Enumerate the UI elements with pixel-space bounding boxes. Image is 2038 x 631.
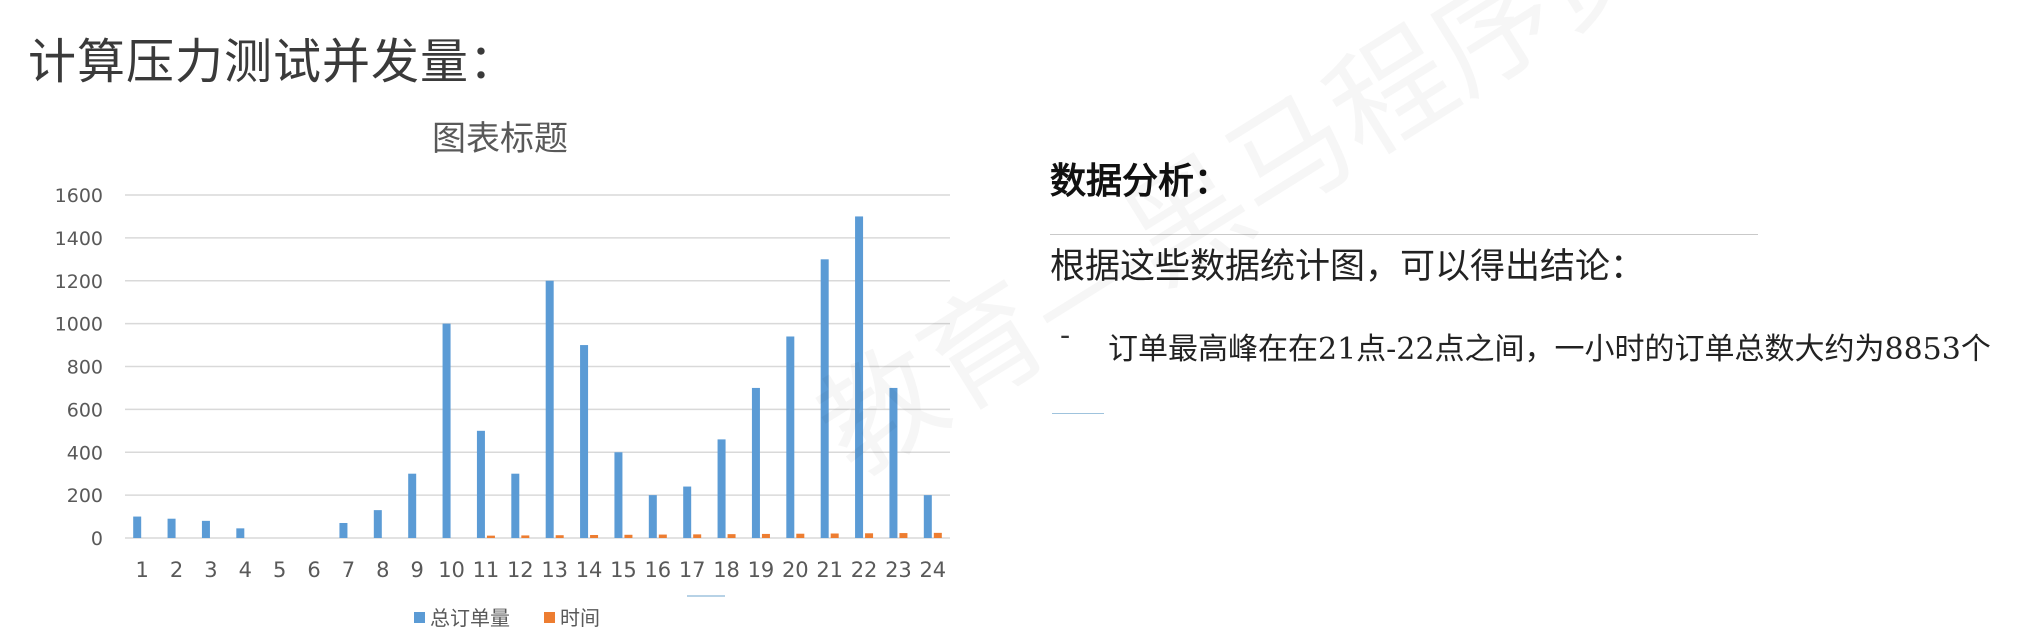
x-tick-label: 9 bbox=[411, 558, 424, 582]
x-tick-label: 16 bbox=[644, 558, 671, 582]
bar-time bbox=[796, 533, 805, 538]
y-tick-label: 1400 bbox=[55, 228, 103, 250]
bar-time bbox=[658, 534, 667, 538]
x-tick-label: 14 bbox=[576, 558, 603, 582]
x-tick-label: 12 bbox=[507, 558, 534, 582]
bar-time bbox=[727, 534, 736, 538]
bar-total-orders bbox=[614, 452, 623, 538]
bar-time bbox=[899, 533, 908, 538]
x-tick-label: 8 bbox=[376, 558, 389, 582]
underline-mark bbox=[1052, 413, 1104, 414]
bar-time bbox=[486, 535, 495, 538]
legend-swatch bbox=[414, 612, 425, 623]
x-tick-label: 15 bbox=[610, 558, 637, 582]
bar-total-orders bbox=[717, 439, 726, 538]
legend-label: 时间 bbox=[560, 606, 600, 630]
bar-time bbox=[590, 534, 599, 538]
bar-time bbox=[830, 533, 839, 538]
page-heading: 计算压力测试并发量： bbox=[28, 34, 519, 90]
x-tick-label: 2 bbox=[170, 558, 183, 582]
analysis-title: 数据分析： bbox=[1050, 161, 1231, 202]
legend-label: 总订单量 bbox=[430, 606, 510, 630]
x-tick-label: 21 bbox=[816, 558, 843, 582]
x-tick-label: 10 bbox=[438, 558, 465, 582]
x-tick-label: 6 bbox=[307, 558, 320, 582]
x-tick-label: 24 bbox=[919, 558, 946, 582]
bar-total-orders bbox=[476, 430, 485, 538]
legend-swatch bbox=[544, 612, 555, 623]
x-tick-label: 11 bbox=[473, 558, 500, 582]
x-tick-label: 19 bbox=[748, 558, 775, 582]
x-tick-label: 3 bbox=[204, 558, 217, 582]
bar-total-orders bbox=[408, 473, 417, 538]
bar-time bbox=[555, 535, 564, 538]
x-tick-label: 23 bbox=[885, 558, 912, 582]
y-tick-label: 200 bbox=[67, 485, 103, 507]
conclusion-text: 根据这些数据统计图，可以得出结论： bbox=[1050, 247, 1646, 287]
bar-time bbox=[624, 534, 633, 538]
bar-time bbox=[761, 533, 770, 538]
bar-total-orders bbox=[683, 486, 692, 538]
chart-title: 图表标题 bbox=[432, 119, 568, 159]
bar-total-orders bbox=[889, 387, 898, 538]
y-tick-label: 1200 bbox=[55, 271, 103, 293]
y-tick-label: 0 bbox=[91, 528, 103, 550]
bar-total-orders bbox=[236, 528, 245, 538]
bar-time bbox=[933, 532, 942, 538]
bar-total-orders bbox=[820, 259, 829, 538]
bar-total-orders bbox=[648, 495, 657, 538]
bar-total-orders bbox=[442, 323, 451, 538]
bar-total-orders bbox=[201, 520, 210, 538]
x-tick-label: 17 bbox=[679, 558, 706, 582]
x-tick-label: 4 bbox=[239, 558, 252, 582]
bar-total-orders bbox=[751, 387, 760, 538]
divider-line bbox=[1050, 234, 1758, 235]
bar-time bbox=[521, 535, 530, 538]
y-tick-label: 1000 bbox=[55, 314, 103, 336]
bar-time bbox=[693, 534, 702, 538]
bar-total-orders bbox=[339, 522, 348, 538]
x-tick-label: 5 bbox=[273, 558, 286, 582]
y-tick-label: 600 bbox=[67, 399, 103, 421]
x-tick-label: 13 bbox=[541, 558, 568, 582]
y-tick-label: 800 bbox=[67, 357, 103, 379]
bullet-marker: - bbox=[1060, 318, 1071, 353]
x-tick-label: 7 bbox=[342, 558, 355, 582]
bar-time bbox=[865, 533, 874, 538]
x-tick-label: 20 bbox=[782, 558, 809, 582]
y-tick-label: 400 bbox=[67, 442, 103, 464]
x-tick-label: 1 bbox=[136, 558, 149, 582]
x-tick-label: 22 bbox=[851, 558, 878, 582]
bullet-text: 订单最高峰在在21点-22点之间，一小时的订单总数大约为8853个 bbox=[1108, 332, 1991, 367]
bar-total-orders bbox=[133, 516, 142, 538]
bar-total-orders bbox=[580, 345, 589, 538]
y-tick-label: 1600 bbox=[55, 185, 103, 207]
bar-total-orders bbox=[923, 495, 932, 538]
bar-total-orders bbox=[786, 336, 795, 538]
bar-total-orders bbox=[167, 518, 176, 538]
bar-total-orders bbox=[511, 473, 520, 538]
analysis-section: 数据分析： 根据这些数据统计图，可以得出结论： - 订单最高峰在在21点-22点… bbox=[1050, 0, 2038, 631]
bar-total-orders bbox=[855, 216, 864, 538]
bar-total-orders bbox=[373, 510, 382, 538]
bar-total-orders bbox=[545, 280, 554, 538]
x-tick-label: 18 bbox=[713, 558, 740, 582]
